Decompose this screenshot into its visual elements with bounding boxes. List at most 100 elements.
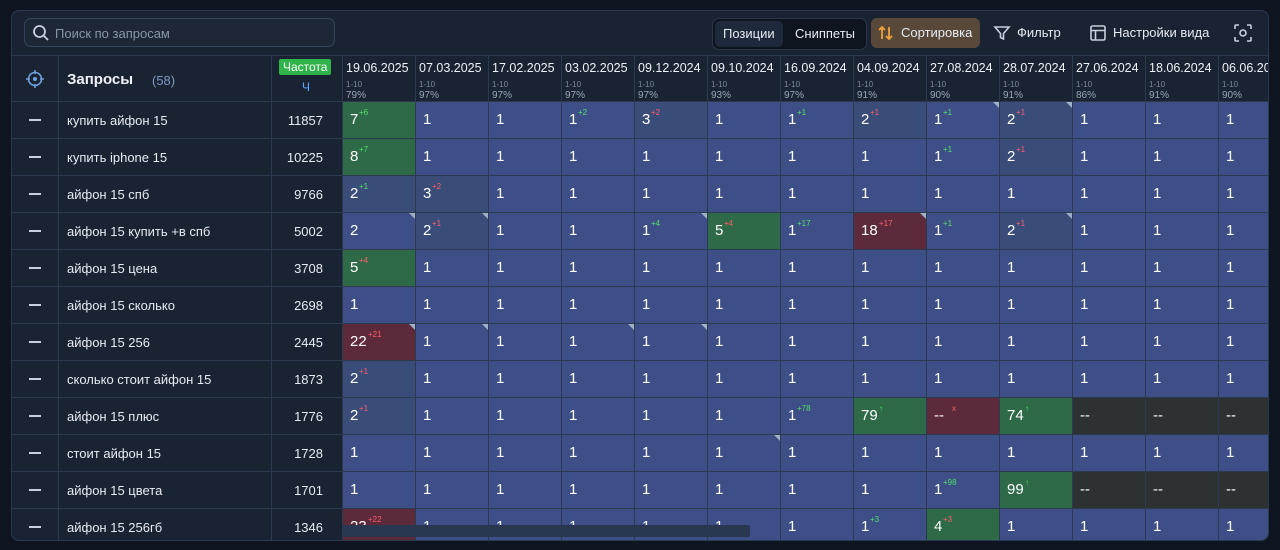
position-cell[interactable]: 1 xyxy=(853,324,926,360)
position-cell[interactable]: 1 xyxy=(853,361,926,397)
position-cell[interactable]: 1 +1 xyxy=(926,102,999,138)
position-cell[interactable]: -- xyxy=(1072,472,1145,508)
position-cell[interactable]: 1 +3 xyxy=(853,509,926,540)
position-cell[interactable]: 1 xyxy=(634,176,707,212)
position-cell[interactable]: 1 xyxy=(999,287,1072,323)
position-cell[interactable]: 1 xyxy=(780,472,853,508)
tab-positions[interactable]: Позиции xyxy=(715,21,783,47)
position-cell[interactable]: 22 +21 xyxy=(342,324,415,360)
position-cell[interactable]: 1 xyxy=(1145,139,1218,175)
position-cell[interactable]: 1 xyxy=(561,139,634,175)
position-cell[interactable]: 1 xyxy=(853,139,926,175)
position-cell[interactable]: 1 xyxy=(1072,435,1145,471)
minus-icon[interactable] xyxy=(29,156,41,158)
position-cell[interactable]: 1 xyxy=(488,139,561,175)
position-cell[interactable]: 2 xyxy=(342,213,415,249)
position-cell[interactable]: 1 xyxy=(561,361,634,397)
position-cell[interactable]: 1 xyxy=(780,176,853,212)
minus-icon[interactable] xyxy=(29,304,41,306)
position-cell[interactable]: 1 xyxy=(926,287,999,323)
minus-icon[interactable] xyxy=(29,415,41,417)
position-cell[interactable]: 3 +2 xyxy=(415,176,488,212)
position-cell[interactable]: 1 xyxy=(561,213,634,249)
date-column-header[interactable]: 16.09.2024 1-10 97% xyxy=(780,56,853,103)
position-cell[interactable]: 1 xyxy=(999,176,1072,212)
position-cell[interactable]: 1 xyxy=(999,361,1072,397)
position-cell[interactable]: 1 xyxy=(488,287,561,323)
search-box[interactable] xyxy=(24,18,335,47)
position-cell[interactable]: 1 xyxy=(488,250,561,286)
position-cell[interactable]: 1 xyxy=(1218,176,1268,212)
position-cell[interactable]: 1 xyxy=(415,102,488,138)
position-cell[interactable]: 1 xyxy=(634,250,707,286)
position-cell[interactable]: 1 xyxy=(634,139,707,175)
position-cell[interactable]: 1 +1 xyxy=(780,102,853,138)
position-cell[interactable]: 1 xyxy=(634,435,707,471)
minus-icon[interactable] xyxy=(29,267,41,269)
position-cell[interactable]: 74 ↑ xyxy=(999,398,1072,434)
position-cell[interactable]: 1 +78 xyxy=(780,398,853,434)
position-cell[interactable]: 1 xyxy=(634,361,707,397)
position-cell[interactable]: 1 xyxy=(1072,361,1145,397)
position-cell[interactable]: 1 xyxy=(488,398,561,434)
date-column-header[interactable]: 27.08.2024 1-10 90% xyxy=(926,56,999,103)
position-cell[interactable]: 1 xyxy=(999,435,1072,471)
position-cell[interactable]: 1 xyxy=(780,250,853,286)
position-cell[interactable]: 1 xyxy=(707,287,780,323)
minus-icon[interactable] xyxy=(29,452,41,454)
position-cell[interactable]: 1 xyxy=(853,472,926,508)
position-cell[interactable]: 7 +6 xyxy=(342,102,415,138)
position-cell[interactable]: 1 xyxy=(342,287,415,323)
position-cell[interactable]: 1 xyxy=(707,361,780,397)
position-cell[interactable]: 2 +1 xyxy=(415,213,488,249)
minus-icon[interactable] xyxy=(29,119,41,121)
position-cell[interactable]: 1 xyxy=(926,435,999,471)
position-cell[interactable]: 4 +3 xyxy=(926,509,999,540)
position-cell[interactable]: 1 xyxy=(707,250,780,286)
frequency-badge[interactable]: Частота xyxy=(279,59,332,75)
position-cell[interactable]: 1 xyxy=(1072,176,1145,212)
position-cell[interactable]: 79 ↑ xyxy=(853,398,926,434)
position-cell[interactable]: 1 xyxy=(1145,176,1218,212)
position-cell[interactable]: 1 xyxy=(415,139,488,175)
position-cell[interactable]: 1 xyxy=(999,324,1072,360)
filter-button[interactable]: Фильтр xyxy=(987,18,1069,48)
position-cell[interactable]: 1 xyxy=(561,324,634,360)
position-cell[interactable]: 1 xyxy=(634,324,707,360)
position-cell[interactable]: 1 xyxy=(707,472,780,508)
position-cell[interactable]: 8 +7 xyxy=(342,139,415,175)
position-cell[interactable]: 1 xyxy=(415,472,488,508)
sort-button[interactable]: Сортировка xyxy=(871,18,981,48)
position-cell[interactable]: 5 +4 xyxy=(342,250,415,286)
position-cell[interactable]: -- xyxy=(1218,472,1268,508)
minus-icon[interactable] xyxy=(29,341,41,343)
position-cell[interactable]: 1 xyxy=(780,361,853,397)
position-cell[interactable]: 1 xyxy=(1218,213,1268,249)
position-cell[interactable]: 1 xyxy=(707,176,780,212)
position-cell[interactable]: 1 xyxy=(1218,324,1268,360)
position-cell[interactable]: 1 xyxy=(342,472,415,508)
position-cell[interactable]: 1 xyxy=(488,435,561,471)
position-cell[interactable]: 1 xyxy=(634,472,707,508)
position-cell[interactable]: 1 xyxy=(780,139,853,175)
position-cell[interactable]: 1 xyxy=(780,509,853,540)
position-cell[interactable]: 1 xyxy=(853,250,926,286)
date-column-header[interactable]: 03.02.2025 1-10 97% xyxy=(561,56,634,103)
search-input[interactable] xyxy=(55,22,325,44)
position-cell[interactable]: 1 xyxy=(1072,324,1145,360)
position-cell[interactable]: 2 +1 xyxy=(342,361,415,397)
position-cell[interactable]: 1 xyxy=(999,509,1072,540)
position-cell[interactable]: 1 xyxy=(1072,509,1145,540)
position-cell[interactable]: 1 xyxy=(1072,102,1145,138)
position-cell[interactable]: 1 +1 xyxy=(926,213,999,249)
position-cell[interactable]: 5 +4 xyxy=(707,213,780,249)
position-cell[interactable]: 1 xyxy=(415,398,488,434)
position-cell[interactable]: 1 +1 xyxy=(926,139,999,175)
minus-icon[interactable] xyxy=(29,489,41,491)
position-cell[interactable]: 1 xyxy=(1218,509,1268,540)
position-cell[interactable]: 1 xyxy=(488,176,561,212)
position-cell[interactable]: 1 xyxy=(1218,361,1268,397)
position-cell[interactable]: 1 xyxy=(561,435,634,471)
date-column-header[interactable]: 19.06.2025 1-10 79% xyxy=(342,56,415,103)
position-cell[interactable]: 2 +1 xyxy=(853,102,926,138)
